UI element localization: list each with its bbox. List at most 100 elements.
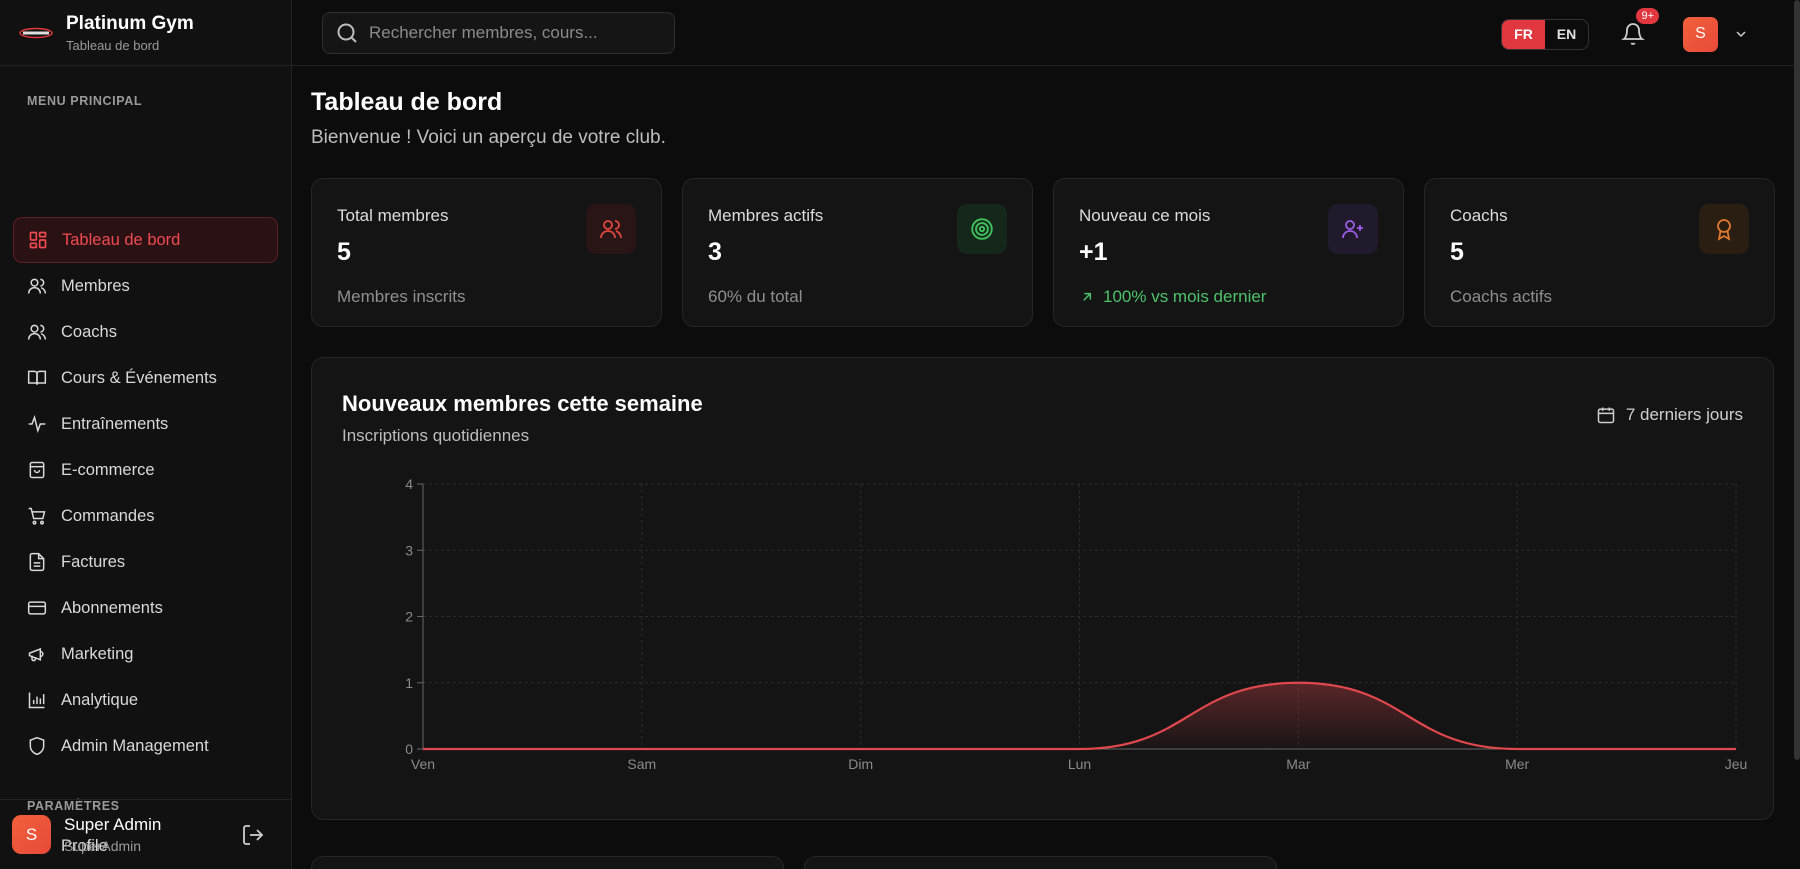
date-range-selector[interactable]: 7 derniers jours bbox=[1596, 405, 1743, 425]
stat-value: 5 bbox=[337, 238, 351, 266]
stat-label: Nouveau ce mois bbox=[1079, 206, 1211, 225]
sidebar-user-footer: S Super Admin SuperAdmin bbox=[0, 799, 291, 869]
main-area: FR EN 9+ S Tableau de bord Bienvenue ! V… bbox=[292, 0, 1800, 869]
logout-button[interactable] bbox=[239, 821, 267, 849]
sidebar-item-label: Factures bbox=[61, 552, 126, 571]
sidebar-item-label: Abonnements bbox=[61, 598, 163, 617]
search-icon bbox=[337, 23, 357, 43]
stat-label: Total membres bbox=[337, 206, 449, 225]
x-tick-label: Lun bbox=[1068, 756, 1091, 772]
sidebar-item-members[interactable]: Membres bbox=[13, 263, 278, 309]
settings-menu-label: PARAMÈTRES bbox=[27, 799, 120, 813]
sidebar-item-label: Profile bbox=[61, 836, 108, 855]
megaphone-icon bbox=[28, 647, 44, 662]
user-menu-toggle[interactable] bbox=[1730, 23, 1752, 45]
sidebar-item-label: Admin Management bbox=[61, 736, 209, 755]
dashboard-icon bbox=[29, 231, 47, 249]
stat-card-active-members[interactable]: Membres actifs 3 60% du total bbox=[682, 178, 1033, 327]
award-icon bbox=[1699, 204, 1749, 254]
user-avatar-button[interactable]: S bbox=[1683, 16, 1718, 52]
sidebar-item-label: E-commerce bbox=[61, 460, 155, 479]
stat-label: Membres actifs bbox=[708, 206, 824, 225]
sidebar-item-courses[interactable]: Cours & Événements bbox=[13, 355, 278, 401]
bottom-card bbox=[311, 856, 784, 869]
shopping-bag-icon bbox=[29, 461, 45, 479]
sidebar-item-workouts[interactable]: Entraînements bbox=[13, 401, 278, 447]
file-icon bbox=[29, 552, 45, 572]
brand-subtitle: Tableau de bord bbox=[66, 37, 160, 53]
stat-foot: Membres inscrits bbox=[337, 287, 466, 306]
sidebar-item-orders[interactable]: Commandes bbox=[13, 493, 278, 539]
x-tick-label: Dim bbox=[848, 756, 873, 772]
credit-card-icon bbox=[27, 601, 47, 615]
sidebar-item-subscriptions[interactable]: Abonnements bbox=[13, 585, 278, 631]
lang-en-button[interactable]: EN bbox=[1556, 26, 1577, 42]
sidebar-item-marketing[interactable]: Marketing bbox=[13, 631, 278, 677]
stat-card-new-this-month[interactable]: Nouveau ce mois +1 100% vs mois dernier bbox=[1053, 178, 1404, 327]
language-switch: FR EN bbox=[1501, 18, 1589, 50]
lang-fr-button[interactable]: FR bbox=[1502, 19, 1545, 49]
y-tick-label: 4 bbox=[405, 476, 413, 492]
page-title: Tableau de bord bbox=[311, 88, 503, 116]
y-tick-label: 3 bbox=[405, 542, 413, 558]
notifications-button[interactable]: 9+ bbox=[1613, 8, 1659, 54]
date-range-label: 7 derniers jours bbox=[1625, 405, 1743, 424]
sidebar-item-dashboard[interactable]: Tableau de bord bbox=[13, 217, 278, 263]
series-line bbox=[423, 681, 1736, 751]
x-tick-label: Mar bbox=[1286, 756, 1310, 772]
sidebar-item-label: Commandes bbox=[61, 506, 155, 525]
brand-logo[interactable] bbox=[18, 25, 54, 41]
sidebar-item-label: Cours & Événements bbox=[61, 368, 217, 387]
sidebar-item-label: Entraînements bbox=[61, 414, 169, 433]
search-input[interactable] bbox=[369, 22, 649, 43]
stat-value: 5 bbox=[1450, 238, 1464, 266]
x-tick-label: Ven bbox=[411, 756, 435, 772]
x-tick-label: Jeu bbox=[1725, 756, 1748, 772]
y-tick-label: 2 bbox=[405, 609, 413, 625]
stat-foot: 100% vs mois dernier bbox=[1103, 287, 1267, 306]
new-members-chart-card: Nouveaux membres cette semaine Inscripti… bbox=[311, 357, 1774, 820]
user-name: Super Admin bbox=[64, 815, 162, 834]
sidebar-item-ecommerce[interactable]: E-commerce bbox=[13, 447, 278, 493]
stats-row: Total membres 5 Membres inscrits Membres… bbox=[311, 178, 1775, 327]
sidebar-item-label: Marketing bbox=[61, 644, 134, 663]
sidebar-item-label: Tableau de bord bbox=[62, 230, 181, 249]
shield-icon bbox=[29, 736, 45, 756]
calendar-icon bbox=[1597, 407, 1615, 424]
chart-subtitle: Inscriptions quotidiennes bbox=[342, 426, 530, 445]
bottom-card bbox=[804, 856, 1277, 869]
bottom-cards-row bbox=[311, 856, 1277, 869]
users-icon bbox=[27, 278, 47, 294]
bell-icon bbox=[1621, 23, 1645, 45]
sidebar-item-label: Coachs bbox=[61, 322, 117, 341]
logout-icon bbox=[243, 824, 264, 845]
dashboard-content: Tableau de bord Bienvenue ! Voici un ape… bbox=[292, 66, 1800, 820]
sidebar-item-analytics[interactable]: Analytique bbox=[13, 677, 278, 723]
area-chart: 0 1 2 3 4 Ven Sam Dim Lun Mar Mer Jeu bbox=[405, 476, 1748, 772]
sidebar-item-label: Analytique bbox=[61, 690, 139, 709]
activity-icon bbox=[28, 414, 46, 434]
avatar[interactable]: S bbox=[12, 815, 51, 854]
x-tick-label: Sam bbox=[627, 756, 656, 772]
sidebar-item-coaches[interactable]: Coachs bbox=[13, 309, 278, 355]
stat-foot: Coachs actifs bbox=[1450, 287, 1553, 306]
bar-chart-icon bbox=[28, 692, 45, 709]
x-tick-label: Mer bbox=[1505, 756, 1529, 772]
sidebar-item-admin[interactable]: Admin Management bbox=[13, 723, 278, 769]
users-icon bbox=[27, 324, 47, 340]
page-subtitle: Bienvenue ! Voici un aperçu de votre clu… bbox=[311, 127, 666, 148]
brand-name: Platinum Gym bbox=[66, 12, 194, 34]
scrollbar[interactable] bbox=[1794, 0, 1800, 760]
users-icon bbox=[586, 204, 636, 254]
cart-icon bbox=[28, 507, 46, 525]
stat-value: 3 bbox=[708, 238, 722, 266]
stat-card-total-members[interactable]: Total membres 5 Membres inscrits bbox=[311, 178, 662, 327]
sidebar-item-invoices[interactable]: Factures bbox=[13, 539, 278, 585]
sidebar: Platinum Gym Tableau de bord MENU PRINCI… bbox=[0, 0, 292, 869]
series-area bbox=[423, 682, 1736, 749]
brand-header: Platinum Gym Tableau de bord bbox=[0, 0, 291, 66]
user-role: SuperAdmin bbox=[64, 838, 142, 854]
stat-card-coaches[interactable]: Coachs 5 Coachs actifs bbox=[1424, 178, 1775, 327]
stat-foot: 60% du total bbox=[708, 287, 803, 306]
